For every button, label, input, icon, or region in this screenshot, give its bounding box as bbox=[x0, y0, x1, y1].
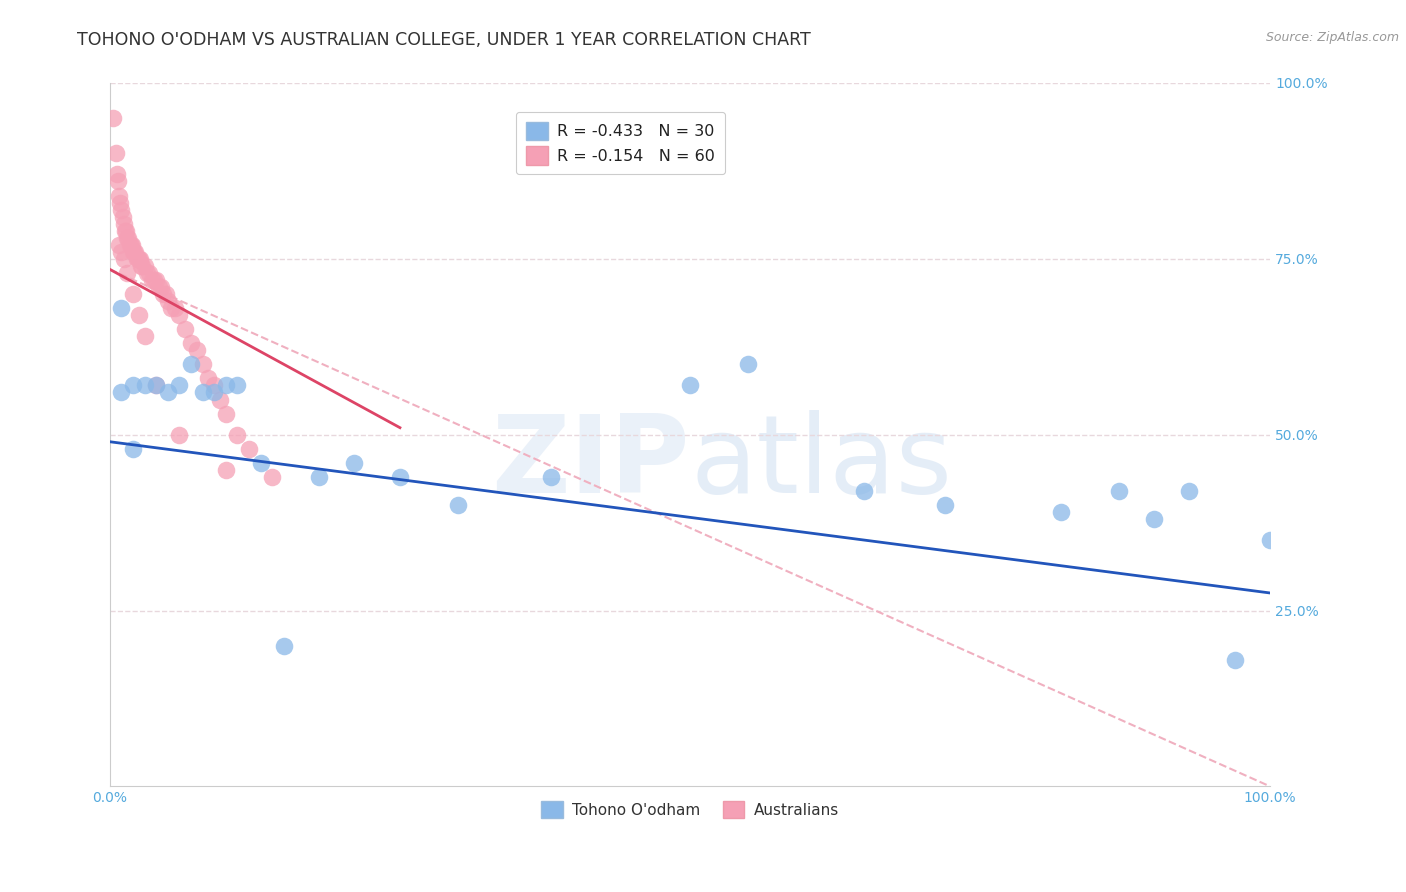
Point bbox=[202, 385, 225, 400]
Point bbox=[169, 427, 191, 442]
Point bbox=[152, 287, 174, 301]
Point bbox=[174, 322, 197, 336]
Point bbox=[110, 195, 132, 210]
Text: TOHONO O'ODHAM VS AUSTRALIAN COLLEGE, UNDER 1 YEAR CORRELATION CHART: TOHONO O'ODHAM VS AUSTRALIAN COLLEGE, UN… bbox=[77, 31, 811, 49]
Point bbox=[134, 259, 156, 273]
Point bbox=[115, 224, 138, 238]
Point bbox=[1178, 483, 1201, 498]
Point bbox=[149, 280, 172, 294]
Text: Source: ZipAtlas.com: Source: ZipAtlas.com bbox=[1265, 31, 1399, 45]
Point bbox=[122, 244, 145, 259]
Point bbox=[108, 188, 131, 202]
Point bbox=[105, 168, 128, 182]
Point bbox=[388, 470, 411, 484]
Point bbox=[115, 266, 138, 280]
Point bbox=[180, 336, 202, 351]
Point bbox=[169, 308, 191, 322]
Point bbox=[110, 385, 132, 400]
Point bbox=[145, 378, 167, 392]
Point bbox=[127, 252, 149, 266]
Point bbox=[169, 378, 191, 392]
Point bbox=[1225, 653, 1247, 667]
Point bbox=[540, 470, 562, 484]
Point bbox=[110, 244, 132, 259]
Point bbox=[122, 378, 145, 392]
Point bbox=[121, 237, 143, 252]
Point bbox=[148, 280, 170, 294]
Point bbox=[108, 237, 131, 252]
Point bbox=[156, 293, 179, 308]
Point bbox=[342, 456, 364, 470]
Point bbox=[107, 174, 129, 188]
Point bbox=[118, 237, 141, 252]
Point bbox=[934, 498, 956, 512]
Point bbox=[1050, 505, 1073, 519]
Point bbox=[1143, 512, 1166, 526]
Point bbox=[226, 427, 249, 442]
Point bbox=[262, 470, 284, 484]
Point bbox=[122, 442, 145, 456]
Point bbox=[129, 252, 152, 266]
Point bbox=[142, 273, 165, 287]
Point bbox=[136, 266, 159, 280]
Point bbox=[180, 357, 202, 371]
Point bbox=[215, 407, 238, 421]
Point bbox=[128, 252, 150, 266]
Point bbox=[112, 252, 135, 266]
Text: ZIP: ZIP bbox=[492, 409, 690, 516]
Point bbox=[215, 463, 238, 477]
Point bbox=[202, 378, 225, 392]
Point bbox=[145, 378, 167, 392]
Point bbox=[110, 202, 132, 217]
Point bbox=[131, 259, 153, 273]
Point bbox=[737, 357, 759, 371]
Point bbox=[125, 252, 148, 266]
Point bbox=[129, 259, 152, 273]
Point bbox=[447, 498, 470, 512]
Point bbox=[308, 470, 330, 484]
Legend: Tohono O'odham, Australians: Tohono O'odham, Australians bbox=[536, 795, 845, 824]
Point bbox=[191, 385, 214, 400]
Point bbox=[103, 111, 125, 125]
Point bbox=[114, 224, 136, 238]
Point bbox=[273, 639, 295, 653]
Point bbox=[1258, 533, 1281, 548]
Point bbox=[112, 217, 135, 231]
Point bbox=[111, 210, 134, 224]
Point bbox=[163, 301, 186, 315]
Point bbox=[141, 273, 163, 287]
Point bbox=[186, 343, 208, 358]
Point bbox=[679, 378, 702, 392]
Point bbox=[145, 273, 167, 287]
Point bbox=[124, 244, 146, 259]
Point bbox=[138, 266, 160, 280]
Point bbox=[134, 378, 156, 392]
Point bbox=[160, 301, 183, 315]
Point bbox=[215, 378, 238, 392]
Point bbox=[134, 329, 156, 343]
Point bbox=[226, 378, 249, 392]
Text: atlas: atlas bbox=[690, 409, 952, 516]
Point bbox=[249, 456, 271, 470]
Point bbox=[191, 357, 214, 371]
Point bbox=[117, 230, 139, 244]
Point bbox=[853, 483, 876, 498]
Point bbox=[209, 392, 232, 407]
Point bbox=[128, 308, 150, 322]
Point bbox=[110, 301, 132, 315]
Point bbox=[122, 244, 145, 259]
Point bbox=[104, 146, 127, 161]
Point bbox=[115, 230, 138, 244]
Point bbox=[197, 371, 219, 385]
Point bbox=[1108, 483, 1130, 498]
Point bbox=[122, 287, 145, 301]
Point bbox=[238, 442, 260, 456]
Point bbox=[156, 385, 179, 400]
Point bbox=[155, 287, 177, 301]
Point bbox=[120, 237, 142, 252]
